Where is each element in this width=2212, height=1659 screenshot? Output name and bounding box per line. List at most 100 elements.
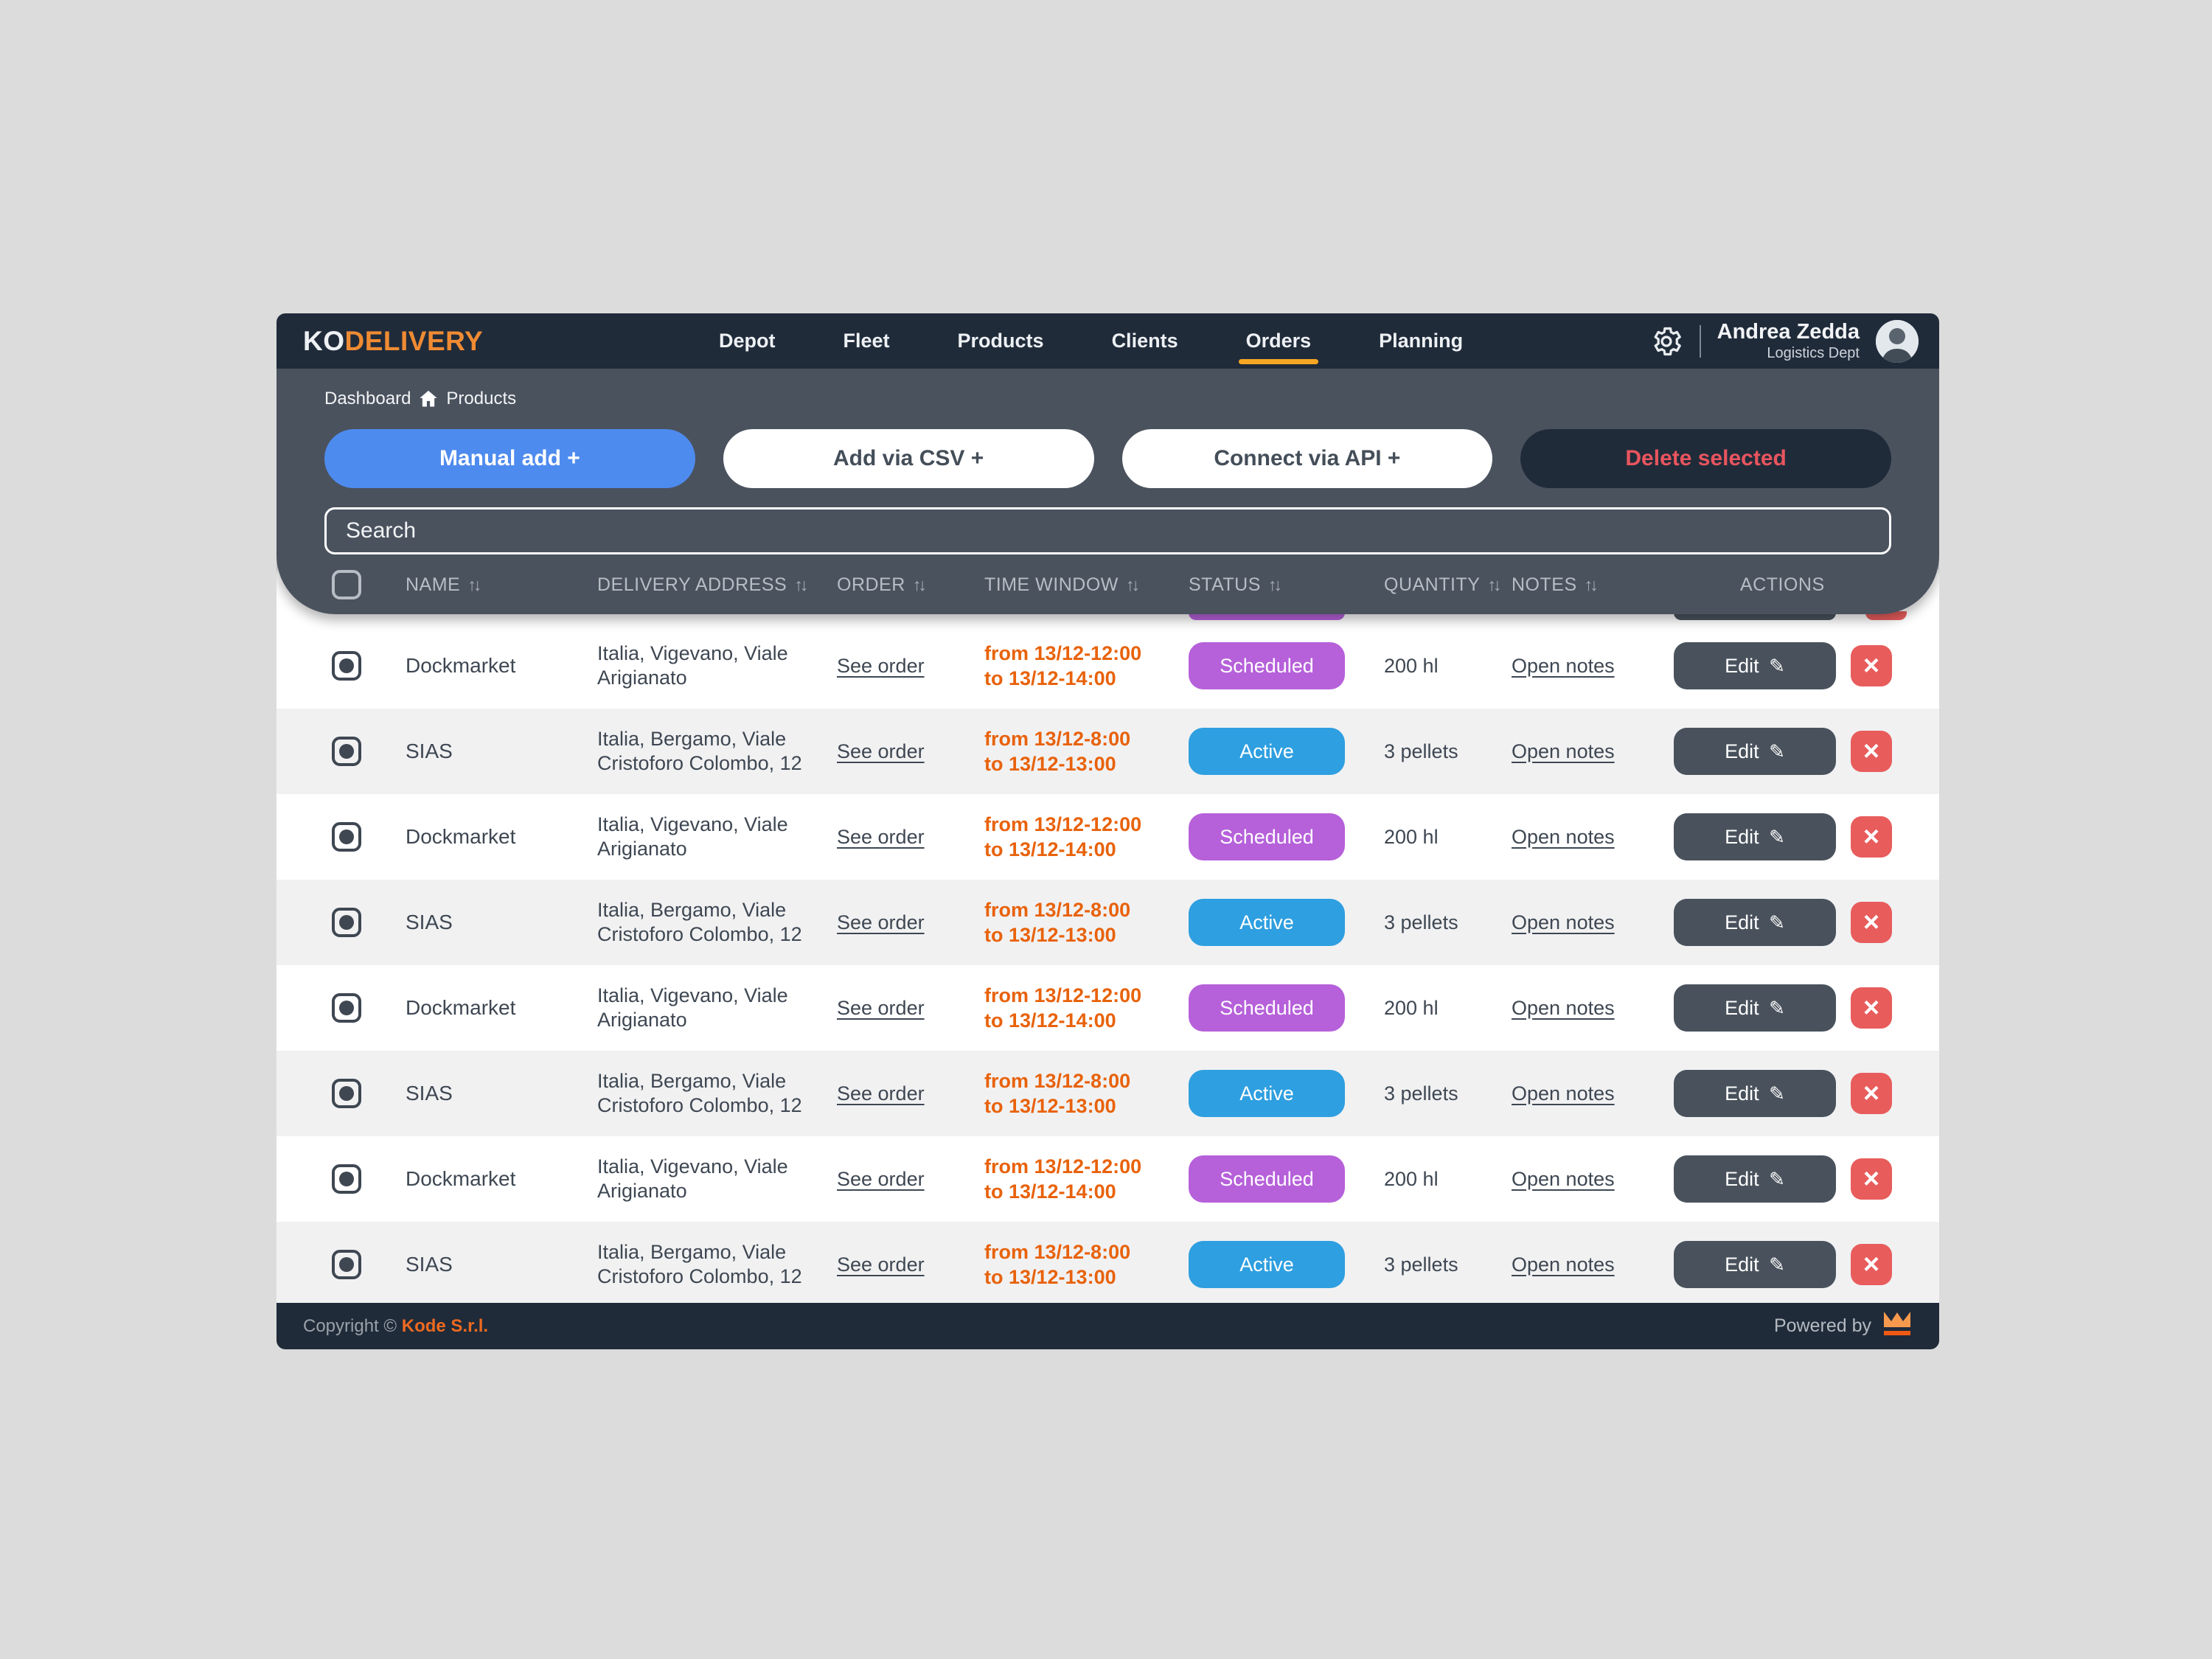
see-order-link[interactable]: See order bbox=[837, 911, 925, 933]
open-notes-link[interactable]: Open notes bbox=[1512, 1082, 1615, 1105]
add-via-csv-button[interactable]: Add via CSV + bbox=[723, 429, 1094, 488]
open-notes-link[interactable]: Open notes bbox=[1512, 654, 1615, 677]
delete-row-button[interactable]: × bbox=[1851, 645, 1892, 686]
home-icon bbox=[418, 389, 439, 409]
row-checkbox[interactable] bbox=[332, 737, 361, 766]
row-time-window: from 13/12-8:00 to 13/12-13:00 bbox=[984, 899, 1131, 946]
edit-button[interactable]: Edit ✎ bbox=[1674, 1155, 1836, 1203]
copyright-company[interactable]: Kode S.r.l. bbox=[401, 1315, 489, 1336]
row-name: Dockmarket bbox=[406, 1167, 516, 1190]
connect-via-api-button[interactable]: Connect via API + bbox=[1121, 429, 1493, 488]
open-notes-link[interactable]: Open notes bbox=[1512, 740, 1615, 762]
delete-row-button[interactable]: × bbox=[1851, 731, 1892, 772]
status-badge: Scheduled bbox=[1189, 813, 1345, 860]
row-address: Italia, Bergamo, Viale Cristoforo Colomb… bbox=[597, 1241, 802, 1287]
user-info[interactable]: Andrea Zedda Logistics Dept bbox=[1717, 320, 1860, 361]
see-order-link[interactable]: See order bbox=[837, 825, 925, 848]
see-order-link[interactable]: See order bbox=[837, 1167, 925, 1190]
edit-button[interactable]: Edit ✎ bbox=[1674, 984, 1836, 1032]
pencil-icon: ✎ bbox=[1769, 740, 1785, 762]
edit-button[interactable]: Edit ✎ bbox=[1674, 1241, 1836, 1288]
pencil-icon: ✎ bbox=[1769, 654, 1785, 677]
row-time-window: from 13/12-8:00 to 13/12-13:00 bbox=[984, 728, 1131, 775]
delete-row-button[interactable]: × bbox=[1851, 902, 1892, 943]
row-checkbox[interactable] bbox=[332, 1250, 361, 1279]
row-checkbox[interactable] bbox=[332, 993, 361, 1023]
row-address: Italia, Vigevano, Viale Arigianato bbox=[597, 984, 788, 1031]
open-notes-link[interactable]: Open notes bbox=[1512, 996, 1615, 1019]
pencil-icon: ✎ bbox=[1769, 911, 1785, 933]
edit-button[interactable]: Edit ✎ bbox=[1674, 728, 1836, 775]
delete-row-button[interactable]: × bbox=[1851, 1244, 1892, 1285]
column-header-name[interactable]: NAME ↑↓ bbox=[406, 574, 481, 595]
nav-item-orders[interactable]: Orders bbox=[1238, 313, 1318, 369]
user-department: Logistics Dept bbox=[1767, 344, 1860, 361]
row-name: SIAS bbox=[406, 1082, 453, 1105]
edit-button[interactable]: Edit ✎ bbox=[1674, 899, 1836, 946]
sort-icon[interactable]: ↑↓ bbox=[1584, 574, 1599, 594]
column-header-delivery-address[interactable]: DELIVERY ADDRESS ↑↓ bbox=[597, 574, 808, 595]
nav-item-clients[interactable]: Clients bbox=[1111, 330, 1178, 352]
open-notes-link[interactable]: Open notes bbox=[1512, 1167, 1615, 1190]
see-order-link[interactable]: See order bbox=[837, 654, 925, 677]
sort-icon[interactable]: ↑↓ bbox=[912, 574, 927, 594]
column-header-time-window[interactable]: TIME WINDOW ↑↓ bbox=[984, 574, 1140, 595]
manual-add-button[interactable]: Manual add + bbox=[324, 429, 695, 488]
status-badge: Active bbox=[1189, 1241, 1345, 1288]
column-header-notes[interactable]: NOTES ↑↓ bbox=[1512, 574, 1599, 595]
delete-row-button[interactable]: × bbox=[1851, 987, 1892, 1029]
nav-item-planning[interactable]: Planning bbox=[1379, 330, 1464, 352]
breadcrumb: Dashboard Products bbox=[324, 388, 1891, 410]
crown-logo-icon[interactable] bbox=[1882, 1310, 1913, 1343]
row-checkbox[interactable] bbox=[332, 908, 361, 937]
delete-selected-button[interactable]: Delete selected bbox=[1520, 429, 1891, 488]
nav-item-fleet[interactable]: Fleet bbox=[843, 330, 890, 352]
delete-row-button[interactable]: × bbox=[1851, 1158, 1892, 1200]
search-input[interactable] bbox=[324, 507, 1891, 554]
sort-icon[interactable]: ↑↓ bbox=[794, 574, 808, 594]
pencil-icon: ✎ bbox=[1769, 1082, 1785, 1105]
select-all-checkbox[interactable] bbox=[332, 570, 361, 599]
see-order-link[interactable]: See order bbox=[837, 996, 925, 1019]
table-row: SIAS Italia, Bergamo, Viale Cristoforo Co… bbox=[276, 880, 1939, 965]
sort-icon[interactable]: ↑↓ bbox=[1125, 574, 1140, 594]
see-order-link[interactable]: See order bbox=[837, 1082, 925, 1105]
row-checkbox[interactable] bbox=[332, 1079, 361, 1108]
row-address: Italia, Bergamo, Viale Cristoforo Colomb… bbox=[597, 1070, 802, 1116]
navbar-right: Andrea Zedda Logistics Dept bbox=[1649, 313, 1919, 369]
open-notes-link[interactable]: Open notes bbox=[1512, 911, 1615, 933]
sort-icon[interactable]: ↑↓ bbox=[1267, 574, 1282, 594]
see-order-link[interactable]: See order bbox=[837, 1253, 925, 1276]
sort-icon[interactable]: ↑↓ bbox=[1487, 574, 1501, 594]
nav-item-products[interactable]: Products bbox=[957, 330, 1044, 352]
status-badge: Scheduled bbox=[1189, 984, 1345, 1032]
copyright-prefix: Copyright © bbox=[303, 1315, 402, 1336]
see-order-link[interactable]: See order bbox=[837, 740, 925, 762]
delete-row-button[interactable]: × bbox=[1851, 816, 1892, 858]
column-header-quantity[interactable]: QUANTITY ↑↓ bbox=[1384, 574, 1501, 595]
delete-row-button[interactable]: × bbox=[1851, 1073, 1892, 1114]
open-notes-link[interactable]: Open notes bbox=[1512, 1253, 1615, 1276]
row-time-window: from 13/12-12:00 to 13/12-14:00 bbox=[984, 1155, 1142, 1203]
breadcrumb-products[interactable]: Products bbox=[446, 389, 517, 408]
breadcrumb-dashboard[interactable]: Dashboard bbox=[324, 389, 411, 408]
edit-button[interactable]: Edit ✎ bbox=[1674, 642, 1836, 689]
row-checkbox[interactable] bbox=[332, 651, 361, 681]
table-row: SIAS Italia, Bergamo, Viale Cristoforo Co… bbox=[276, 1222, 1939, 1307]
row-checkbox[interactable] bbox=[332, 1164, 361, 1194]
row-address: Italia, Vigevano, Viale Arigianato bbox=[597, 642, 788, 689]
pencil-icon: ✎ bbox=[1769, 996, 1785, 1019]
open-notes-link[interactable]: Open notes bbox=[1512, 825, 1615, 848]
row-checkbox[interactable] bbox=[332, 822, 361, 852]
column-header-order[interactable]: ORDER ↑↓ bbox=[837, 574, 927, 595]
status-badge: Active bbox=[1189, 899, 1345, 946]
sort-icon[interactable]: ↑↓ bbox=[467, 574, 481, 594]
edit-button[interactable]: Edit ✎ bbox=[1674, 1070, 1836, 1117]
settings-gear-icon[interactable] bbox=[1649, 324, 1683, 358]
nav-item-depot[interactable]: Depot bbox=[719, 330, 776, 352]
row-time-window: from 13/12-12:00 to 13/12-14:00 bbox=[984, 984, 1142, 1032]
edit-button[interactable]: Edit ✎ bbox=[1674, 813, 1836, 860]
table-body: Dockmarket Italia, Vigevano, Viale Arigia… bbox=[276, 623, 1939, 1307]
user-avatar[interactable] bbox=[1876, 319, 1919, 363]
column-header-status[interactable]: STATUS ↑↓ bbox=[1189, 574, 1282, 595]
